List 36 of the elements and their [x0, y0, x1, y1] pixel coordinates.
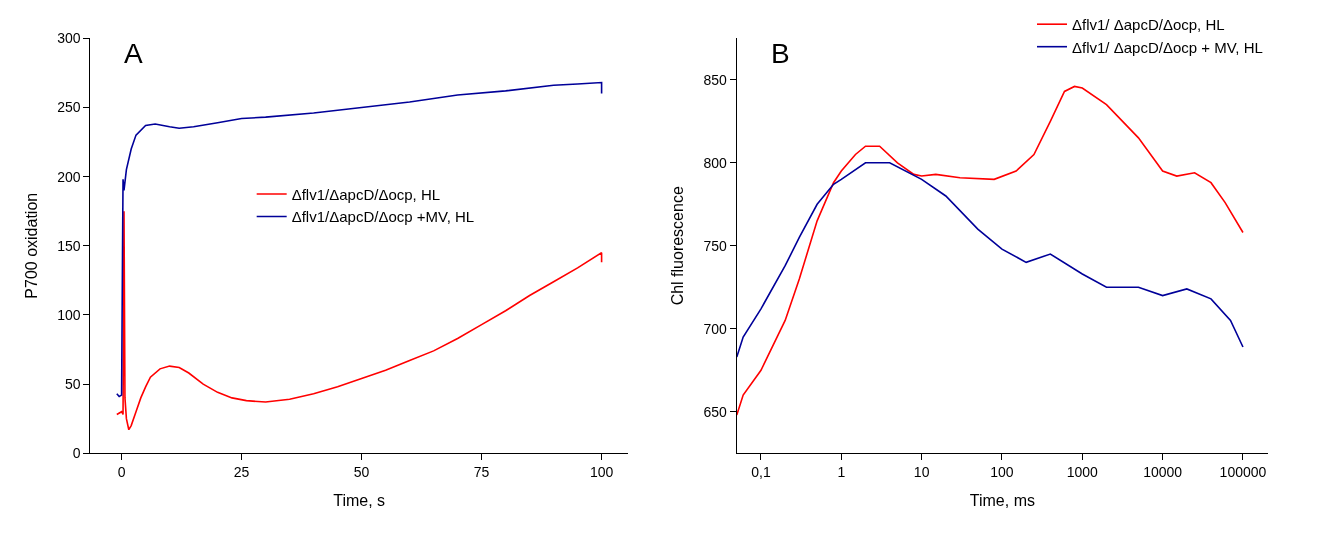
y-axis-title: Chl fluorescence [669, 186, 687, 306]
y-tick-label: 200 [57, 168, 81, 185]
line-series [116, 210, 603, 431]
x-tick-label: 10 [913, 464, 930, 481]
x-tick-label: 100000 [1219, 464, 1267, 481]
x-tick-label: 0,1 [751, 464, 771, 481]
y-tick-label: 800 [703, 154, 728, 171]
x-tick-label: 50 [353, 464, 370, 481]
y-tick-label: 100 [57, 306, 81, 323]
x-tick-label: 100 [589, 464, 614, 481]
line-series [116, 81, 603, 398]
y-tick-label: 300 [57, 30, 81, 47]
y-tick-label: 850 [703, 71, 728, 88]
y-axis-title: P700 oxidation [23, 192, 41, 299]
x-axis-title: Time, s [333, 491, 386, 509]
x-tick-label: 1000 [1066, 464, 1099, 481]
legend-label: Δflv1/ ΔapcD/Δocp, HL [1072, 16, 1225, 34]
x-tick-label: 1 [837, 464, 846, 481]
chart-title: A [124, 38, 143, 69]
x-tick-label: 75 [473, 464, 490, 481]
y-tick-label: 250 [57, 99, 81, 116]
legend-label: Δflv1/ ΔapcD/Δocp + MV, HL [1072, 38, 1263, 56]
legend-label: Δflv1/ΔapcD/Δocp, HL [291, 185, 441, 203]
x-tick-label: 25 [233, 464, 250, 481]
y-tick-label: 650 [703, 403, 728, 420]
y-tick-label: 750 [703, 237, 728, 254]
chart-title: B [771, 38, 790, 69]
y-tick-label: 0 [72, 445, 81, 462]
x-tick-label: 0 [117, 464, 126, 481]
y-tick-label: 50 [64, 375, 81, 392]
x-axis-title: Time, ms [969, 491, 1035, 509]
legend-label: Δflv1/ΔapcD/Δocp +MV, HL [291, 208, 475, 226]
y-tick-label: 150 [57, 237, 81, 254]
x-tick-label: 10000 [1143, 464, 1183, 481]
x-tick-label: 100 [990, 464, 1014, 481]
y-tick-label: 700 [703, 320, 728, 337]
